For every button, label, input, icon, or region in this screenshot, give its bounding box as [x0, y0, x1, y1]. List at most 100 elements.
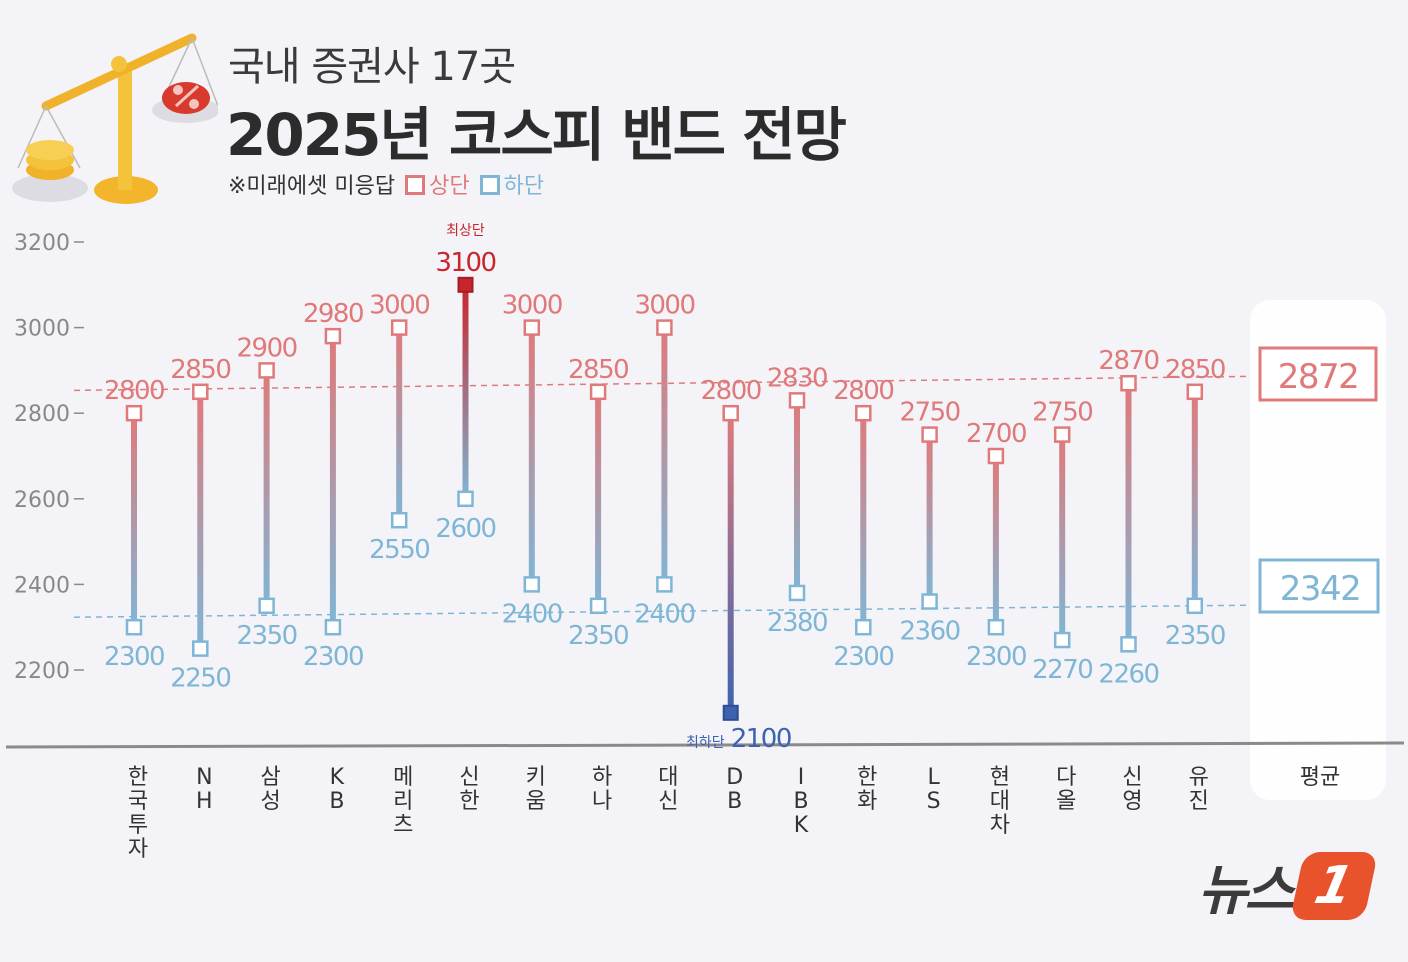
range-bar: [396, 327, 403, 521]
category-label: 유: [1189, 765, 1209, 790]
upper-marker: [192, 383, 209, 401]
lower-value-label: 2300: [966, 642, 1026, 672]
category-label: H: [196, 789, 213, 814]
range-bar: [860, 413, 867, 628]
y-tick-label: 2400: [14, 573, 70, 598]
lower-value-label: 2300: [833, 642, 893, 672]
upper-marker: [921, 426, 938, 443]
category-label: 진: [1189, 789, 1209, 814]
upper-marker: [855, 404, 872, 422]
category-label: 차: [990, 813, 1010, 838]
logo-text: 뉴스: [1198, 859, 1294, 922]
lower-value-label: 2350: [1165, 621, 1225, 651]
upper-value-label: 2750: [1032, 398, 1092, 428]
upper-marker: [788, 392, 806, 409]
lower-marker: [324, 618, 342, 636]
category-label: N: [196, 765, 212, 790]
y-tick-label: 3200: [14, 231, 70, 256]
upper-value-label: 2850: [170, 355, 230, 385]
category-label: 현: [990, 765, 1010, 790]
upper-value-label: 2870: [1098, 346, 1158, 376]
lower-value-label: 2350: [568, 621, 628, 651]
lower-marker: [921, 593, 938, 610]
lower-marker: [855, 618, 872, 636]
lower-marker: [192, 640, 209, 657]
category-label: 투: [128, 813, 148, 838]
upper-value-label: 3000: [634, 291, 694, 321]
category-label: I: [798, 765, 805, 790]
upper-marker: [457, 276, 474, 293]
category-label: 키: [526, 765, 546, 790]
category-label: 대: [658, 765, 678, 790]
lower-value-label: 2300: [303, 642, 363, 672]
category-label: 신: [658, 789, 678, 814]
upper-value-label: 2700: [966, 419, 1026, 449]
category-label: 한: [857, 765, 877, 790]
category-label: K: [330, 765, 345, 790]
lower-value-label: 2400: [634, 599, 694, 629]
category-label: 나: [592, 789, 612, 814]
lower-marker: [722, 704, 739, 721]
range-bar: [595, 391, 602, 606]
lower-marker: [1120, 636, 1137, 653]
range-bar: [329, 336, 336, 628]
upper-value-label: 3000: [502, 291, 562, 321]
range-bar: [462, 284, 469, 499]
upper-marker: [390, 319, 408, 336]
lower-value-label: 2600: [435, 514, 495, 544]
range-bar: [992, 456, 999, 628]
lowest-annotation: 최하단: [686, 735, 725, 751]
category-label: 올: [1056, 789, 1076, 814]
category-label: 신: [459, 765, 479, 790]
lower-value-label: 2300: [104, 642, 164, 672]
news1-logo: 뉴스 1: [1198, 846, 1379, 925]
category-label: B: [329, 789, 344, 814]
lower-marker: [788, 584, 806, 602]
category-label: 영: [1122, 789, 1142, 814]
lower-value-label: 2400: [502, 599, 562, 629]
upper-marker: [1186, 383, 1204, 401]
range-bar: [131, 413, 137, 628]
lower-marker: [125, 618, 143, 636]
category-label: L: [927, 765, 940, 790]
lower-value-label: 2550: [369, 535, 429, 565]
lower-marker: [523, 576, 541, 593]
legend-lower-label: 하단: [503, 174, 545, 199]
range-bar: [1125, 383, 1132, 645]
category-label: 한: [128, 765, 148, 790]
range-bar: [926, 434, 933, 602]
lower-value-label: 2380: [767, 608, 827, 638]
average-lower-box: [1258, 558, 1380, 614]
balance-scale-illustration: [12, 33, 218, 204]
average-lower-value: 2342: [1280, 569, 1361, 609]
legend: ※미래에셋 미응답 상단 하단: [228, 168, 544, 200]
category-label: 메: [393, 765, 413, 790]
upper-value-label: 2750: [900, 398, 960, 428]
legend-upper-label: 상단: [429, 174, 470, 199]
category-label: 화: [857, 789, 877, 814]
range-bar: [1059, 434, 1066, 641]
upper-value-label: 2800: [701, 376, 761, 406]
upper-marker: [125, 404, 143, 422]
range-bar: [263, 370, 270, 606]
y-tick-label: 3000: [14, 317, 70, 342]
upper-value-label: 2980: [303, 299, 363, 329]
range-bar: [528, 327, 535, 585]
range-bar: [1191, 391, 1198, 606]
average-upper-value: 2872: [1278, 357, 1359, 397]
category-label: 리: [393, 789, 413, 814]
lower-value-label: 2270: [1032, 655, 1092, 685]
category-label: 성: [260, 789, 280, 814]
range-bar: [727, 413, 734, 713]
average-lower-line: [73, 604, 1251, 618]
category-label: 츠: [393, 813, 413, 838]
chart-title: 2025년 코스피 밴드 전망: [226, 101, 847, 169]
chart-subtitle: 국내 증권사 17곳: [228, 44, 516, 90]
upper-value-label: 2800: [833, 376, 893, 406]
legend-lower-square-icon: [479, 175, 500, 195]
lower-value-label: 2350: [237, 621, 297, 651]
x-axis-baseline: [5, 741, 1405, 749]
upper-value-label: 3000: [369, 291, 429, 321]
range-bar: [197, 391, 204, 649]
